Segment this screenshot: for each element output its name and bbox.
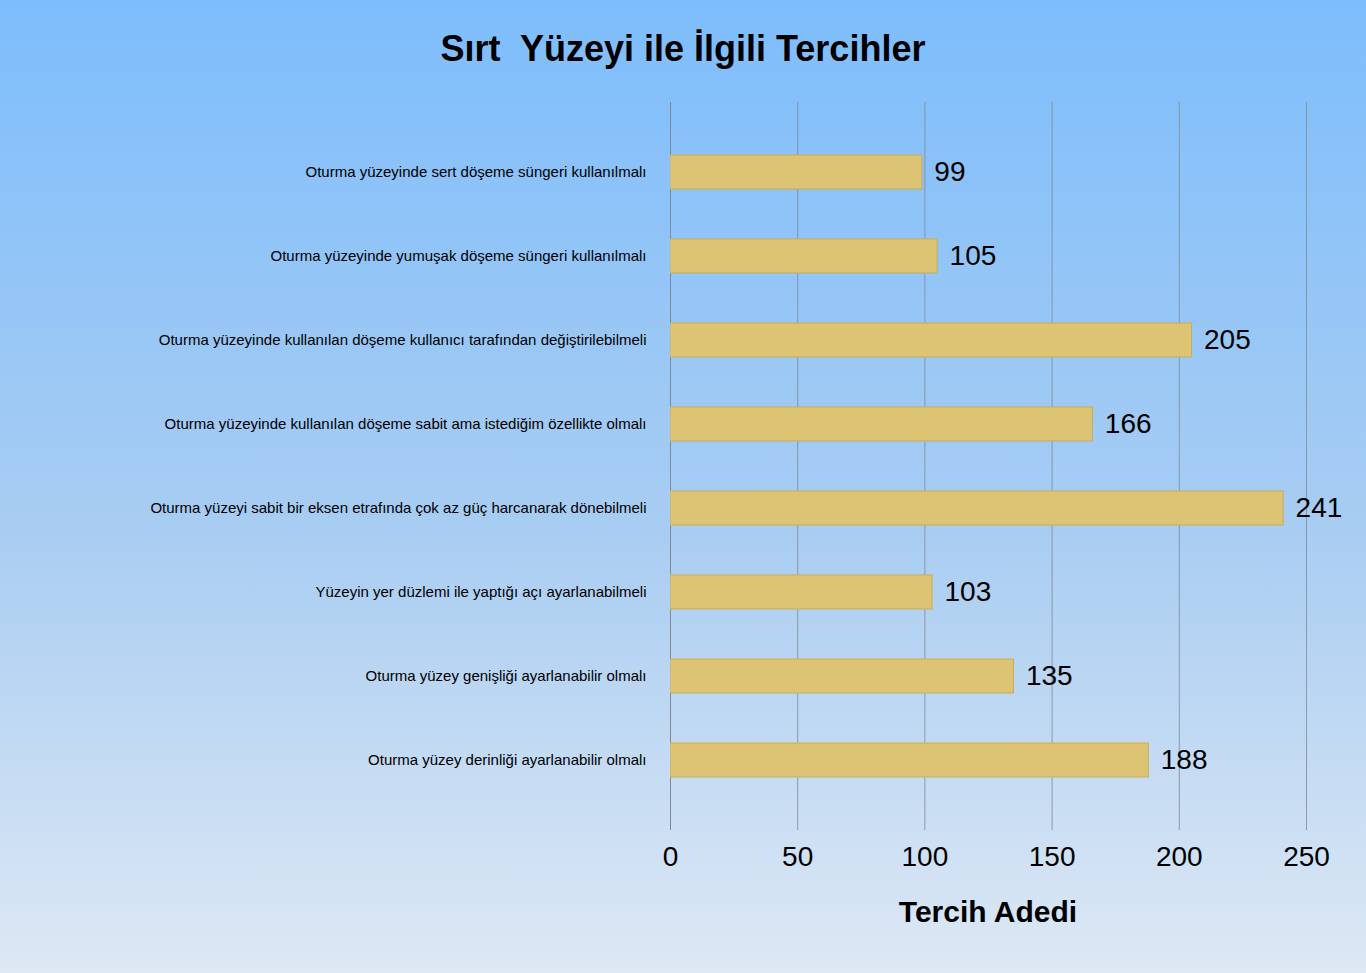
svg-text:Oturma yüzeyinde yumuşak döşem: Oturma yüzeyinde yumuşak döşeme süngeri … [270,247,646,264]
svg-text:100: 100 [902,841,949,872]
svg-text:Oturma yüzeyinde kullanılan dö: Oturma yüzeyinde kullanılan döşeme kulla… [159,331,647,348]
svg-text:50: 50 [782,841,813,872]
svg-text:Oturma yüzeyi sabit bir eksen: Oturma yüzeyi sabit bir eksen etrafında … [150,499,646,516]
html-text:Sırt Yüzeyi ile İlgili Tercihl: Sırt Yüzeyi ile İlgili Tercihler [440,28,926,69]
svg-text:0: 0 [663,841,679,872]
svg-text:99: 99 [934,156,965,187]
svg-text:150: 150 [1029,841,1076,872]
svg-text:188: 188 [1161,744,1208,775]
svg-text:250: 250 [1283,841,1330,872]
svg-text:205: 205 [1204,324,1251,355]
svg-text:Oturma yüzey genişliği ayarlan: Oturma yüzey genişliği ayarlanabilir olm… [366,667,647,684]
svg-text:Oturma yüzey derinliği ayarlan: Oturma yüzey derinliği ayarlanabilir olm… [368,751,646,768]
svg-text:105: 105 [950,240,997,271]
svg-text:135: 135 [1026,660,1073,691]
svg-text:166: 166 [1105,408,1152,439]
svg-text:241: 241 [1296,492,1343,523]
svg-text:103: 103 [945,576,992,607]
svg-text:Oturma yüzeyinde kullanılan dö: Oturma yüzeyinde kullanılan döşeme sabit… [165,415,647,432]
html-text:Tercih Adedi: Tercih Adedi [898,895,1078,928]
svg-text:Yüzeyin yer düzlemi ile yaptığ: Yüzeyin yer düzlemi ile yaptığı açı ayar… [316,583,647,600]
svg-text:200: 200 [1156,841,1203,872]
svg-text:Oturma yüzeyinde sert döşeme s: Oturma yüzeyinde sert döşeme süngeri kul… [306,163,647,180]
